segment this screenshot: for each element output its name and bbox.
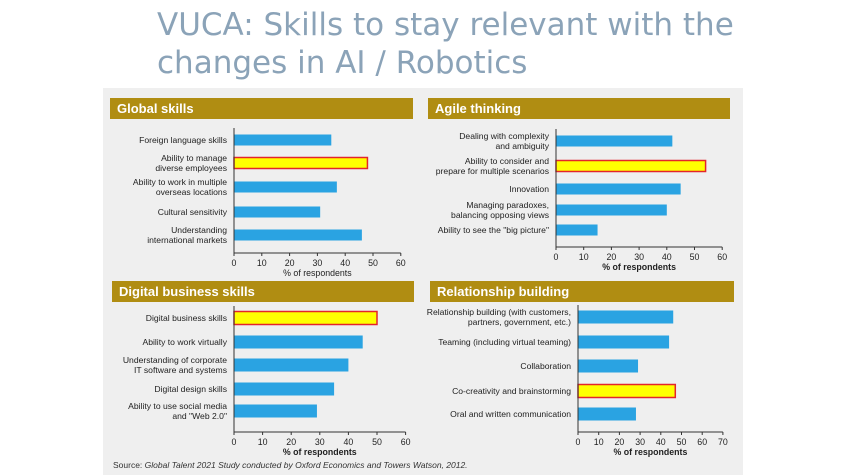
panel-3-bar-4	[234, 382, 335, 396]
panel-4-tick-label-3: 20	[615, 437, 625, 447]
panel-4-category-label-3: Collaboration	[520, 361, 571, 371]
panel-3-bar-1	[233, 310, 378, 326]
panel-3-category-label-4: Digital design skills	[154, 384, 227, 394]
panel-3-bar-3	[234, 358, 349, 372]
panel-1-tick-label-6: 50	[368, 258, 378, 268]
panel-4-bar-4	[577, 383, 677, 399]
panel-3-category-label-1: Digital business skills	[146, 313, 227, 323]
panel-4-tick-label-5: 40	[656, 437, 666, 447]
panel-4-category-label-4: Co-creativity and brainstorming	[452, 386, 571, 396]
panel-4-bar-3	[578, 359, 639, 373]
panel-3-header	[112, 281, 414, 302]
panel-1-category-label-5: Understanding international markets	[147, 225, 227, 245]
page-title: VUCA: Skills to stay relevant with the c…	[157, 7, 734, 81]
panel-1-tick-label-7: 60	[396, 258, 406, 268]
panel-4-title: Relationship building	[437, 284, 569, 299]
panel-1-bar-5	[234, 229, 362, 241]
panel-2-tick-label-6: 50	[690, 252, 700, 262]
panel-1-category-label-2: Ability to manage diverse employees	[155, 153, 227, 173]
panel-1-category-label-1: Foreign language skills	[139, 135, 227, 145]
panel-3-category-label-5: Ability to use social media and "Web 2.0"	[128, 401, 227, 421]
panel-1-category-label-3: Ability to work in multiple overseas loca…	[133, 177, 227, 197]
panel-2-tick-label-4: 30	[634, 252, 644, 262]
source-note: Source: Global Talent 2021 Study conduct…	[113, 460, 468, 470]
panel-2-title: Agile thinking	[435, 101, 521, 116]
panel-2-bar-5	[556, 224, 598, 236]
panel-1-x-axis-label: % of respondents	[283, 268, 352, 278]
panel-3-tick-label-2: 10	[258, 437, 268, 447]
panel-3-tick-label-7: 60	[401, 437, 411, 447]
panel-4-tick-label-1: 0	[576, 437, 581, 447]
panel-2-category-label-2: Ability to consider and prepare for multi…	[436, 156, 549, 176]
panel-3-bar-5	[234, 404, 317, 418]
panel-2-bar-1	[556, 135, 673, 147]
panel-2-tick-label-2: 10	[579, 252, 589, 262]
panel-2-category-label-4: Managing paradoxes, balancing opposing vi…	[451, 200, 549, 220]
source-citation: Global Talent 2021 Study conducted by Ox…	[144, 460, 468, 470]
panel-4-category-label-1: Relationship building (with customers, pa…	[427, 307, 571, 327]
panel-3-tick-label-5: 40	[344, 437, 354, 447]
panel-3-tick-label-6: 50	[372, 437, 382, 447]
panel-2-bar-3	[556, 183, 681, 195]
panel-3-tick-label-3: 20	[286, 437, 296, 447]
panel-2-bar-2	[555, 159, 707, 173]
panel-3-title: Digital business skills	[119, 284, 255, 299]
panel-1-bar-4	[234, 206, 321, 218]
panel-2-tick-label-7: 60	[717, 252, 727, 262]
panel-2-x-axis-label: % of respondents	[602, 262, 676, 272]
panel-4-tick-label-6: 50	[677, 437, 687, 447]
panel-1-header	[110, 98, 413, 119]
panel-4-bar-2	[578, 335, 670, 349]
panel-4-category-label-5: Oral and written communication	[450, 409, 571, 419]
panel-1-title: Global skills	[117, 101, 194, 116]
panel-3-x-axis-label: % of respondents	[283, 447, 357, 457]
panel-1-tick-label-1: 0	[232, 258, 237, 268]
panel-4-header	[430, 281, 734, 302]
panel-1-tick-label-2: 10	[257, 258, 267, 268]
source-prefix: Source:	[113, 460, 145, 470]
panel-2-category-label-5: Ability to see the "big picture"	[438, 225, 549, 235]
panel-4-category-label-2: Teaming (including virtual teaming)	[438, 337, 571, 347]
panel-4-tick-label-7: 60	[697, 437, 707, 447]
panel-4-bar-5	[578, 407, 636, 421]
panel-2-tick-label-3: 20	[607, 252, 617, 262]
panel-2-category-label-3: Innovation	[509, 184, 549, 194]
panel-1-bar-2	[233, 156, 369, 170]
panel-4-tick-label-8: 70	[718, 437, 728, 447]
panel-2-tick-label-5: 40	[662, 252, 672, 262]
panel-4-x-axis-label: % of respondents	[614, 447, 688, 457]
panel-1-bar-1	[234, 134, 332, 146]
panel-2-bar-4	[556, 204, 667, 216]
panel-3-category-label-3: Understanding of corporate IT software an…	[123, 355, 227, 375]
panel-1-tick-label-5: 40	[340, 258, 350, 268]
panel-3-tick-label-1: 0	[232, 437, 237, 447]
panel-2-category-label-1: Dealing with complexity and ambiguity	[459, 131, 549, 151]
panel-2-tick-label-1: 0	[554, 252, 559, 262]
panel-4-tick-label-4: 30	[635, 437, 645, 447]
panel-2-header	[428, 98, 730, 119]
panel-1-category-label-4: Cultural sensitivity	[158, 207, 228, 217]
panel-3-category-label-2: Ability to work virtually	[142, 337, 227, 347]
panel-1-tick-label-3: 20	[285, 258, 295, 268]
panel-4-bar-1	[578, 310, 674, 324]
panel-4-tick-label-2: 10	[594, 437, 604, 447]
panel-1-bar-3	[234, 181, 337, 193]
panel-3-bar-2	[234, 335, 363, 349]
panel-1-tick-label-4: 30	[313, 258, 323, 268]
panel-3-tick-label-4: 30	[315, 437, 325, 447]
